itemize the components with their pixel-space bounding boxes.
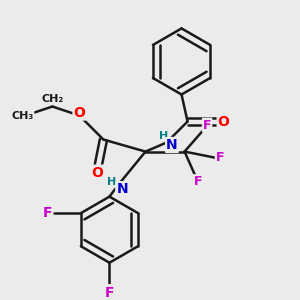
Text: F: F	[203, 118, 211, 132]
Text: N: N	[166, 138, 178, 152]
Text: CH₂: CH₂	[41, 94, 64, 104]
Text: O: O	[218, 115, 230, 128]
Text: H: H	[159, 131, 168, 141]
Text: O: O	[74, 106, 85, 119]
Text: H: H	[107, 177, 116, 187]
Text: F: F	[216, 151, 224, 164]
Text: O: O	[92, 166, 104, 180]
Text: F: F	[194, 175, 202, 188]
Text: F: F	[42, 206, 52, 220]
Text: CH₃: CH₃	[11, 110, 34, 121]
Text: N: N	[116, 182, 128, 196]
Text: F: F	[105, 286, 114, 300]
